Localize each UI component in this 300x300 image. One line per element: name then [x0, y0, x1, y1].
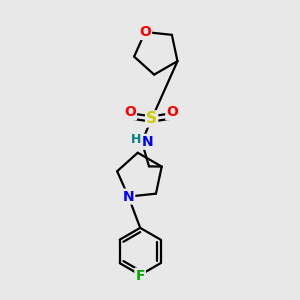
Text: O: O: [139, 25, 151, 39]
Text: N: N: [123, 190, 134, 204]
Text: F: F: [135, 268, 145, 283]
Text: H: H: [131, 134, 141, 146]
Text: O: O: [124, 105, 136, 119]
Text: N: N: [142, 135, 154, 149]
Text: O: O: [166, 105, 178, 119]
Text: S: S: [146, 111, 157, 126]
